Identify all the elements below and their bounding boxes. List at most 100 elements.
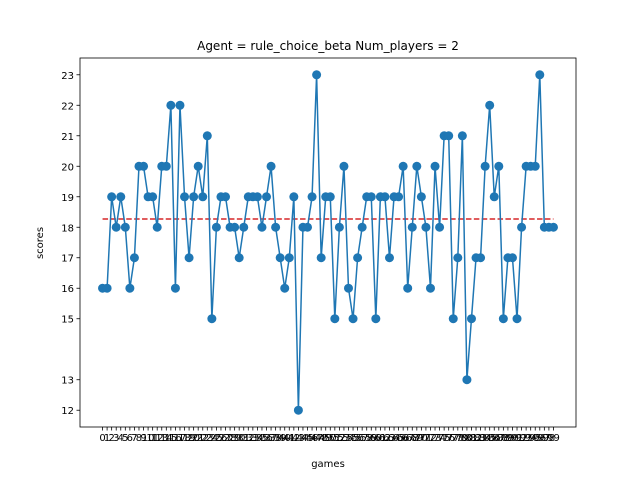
- data-point: [102, 283, 112, 293]
- data-point: [198, 192, 208, 202]
- x-tick-label: 12: [151, 433, 164, 444]
- data-point: [234, 253, 244, 263]
- data-point: [139, 161, 149, 171]
- x-tick-label: 24: [205, 433, 218, 444]
- x-tick-label: 55: [347, 433, 360, 444]
- x-tick-label: 40: [278, 433, 291, 444]
- x-tick-label: 42: [287, 433, 300, 444]
- data-point: [125, 283, 135, 293]
- data-point: [129, 253, 139, 263]
- y-axis-label: scores: [35, 227, 46, 259]
- x-tick-label: 57: [356, 433, 369, 444]
- x-tick-label: 9: [140, 433, 146, 444]
- data-point: [371, 314, 381, 324]
- x-tick-label: 54: [342, 433, 355, 444]
- x-tick-label: 82: [470, 433, 483, 444]
- x-tick-label: 4: [118, 433, 124, 444]
- x-tick-label: 50: [324, 433, 337, 444]
- data-point: [284, 253, 294, 263]
- x-tick-label: 15: [164, 433, 177, 444]
- x-tick-label: 68: [406, 433, 419, 444]
- y-tick-label: 18: [61, 223, 74, 234]
- data-point: [211, 222, 221, 232]
- x-tick-label: 60: [369, 433, 382, 444]
- x-tick-label: 65: [392, 433, 405, 444]
- x-tick-label: 77: [447, 433, 460, 444]
- data-point: [353, 253, 363, 263]
- x-tick-label: 85: [483, 433, 496, 444]
- data-point: [453, 253, 463, 263]
- data-point: [166, 100, 176, 110]
- data-point: [425, 283, 435, 293]
- data-point: [193, 161, 203, 171]
- data-point: [485, 100, 495, 110]
- x-axis: 0123456789101112131415161718192021222324…: [99, 427, 560, 444]
- data-point: [252, 192, 262, 202]
- data-point: [380, 192, 390, 202]
- data-point: [207, 314, 217, 324]
- data-point: [330, 314, 340, 324]
- x-tick-label: 39: [274, 433, 287, 444]
- data-point: [266, 161, 276, 171]
- data-point: [512, 314, 522, 324]
- x-tick-label: 81: [465, 433, 478, 444]
- x-tick-label: 59: [365, 433, 378, 444]
- data-point: [548, 222, 558, 232]
- x-tick-label: 0: [99, 433, 105, 444]
- data-point: [444, 131, 454, 141]
- data-point: [480, 161, 490, 171]
- x-tick-label: 66: [397, 433, 410, 444]
- x-tick-label: 76: [442, 433, 455, 444]
- x-tick-label: 17: [174, 433, 187, 444]
- data-point: [316, 253, 326, 263]
- x-tick-label: 2: [108, 433, 114, 444]
- x-tick-label: 10: [142, 433, 155, 444]
- x-tick-label: 43: [292, 433, 305, 444]
- x-tick-label: 35: [256, 433, 269, 444]
- data-point: [202, 131, 212, 141]
- x-tick-label: 72: [424, 433, 437, 444]
- x-tick-label: 18: [178, 433, 191, 444]
- data-point: [462, 375, 472, 385]
- data-point: [303, 222, 313, 232]
- x-tick-label: 7: [131, 433, 137, 444]
- data-point: [535, 70, 545, 80]
- x-tick-label: 95: [529, 433, 542, 444]
- data-point: [357, 222, 367, 232]
- x-tick-label: 27: [219, 433, 232, 444]
- data-point: [421, 222, 431, 232]
- data-point: [476, 253, 486, 263]
- x-tick-label: 91: [511, 433, 524, 444]
- x-tick-label: 22: [196, 433, 209, 444]
- data-point: [152, 222, 162, 232]
- y-tick-label: 12: [61, 406, 74, 417]
- data-point: [107, 192, 117, 202]
- data-point: [262, 192, 272, 202]
- data-point: [403, 283, 413, 293]
- y-tick-label: 16: [61, 284, 74, 295]
- data-point: [307, 192, 317, 202]
- x-tick-label: 70: [415, 433, 428, 444]
- x-tick-label: 94: [524, 433, 537, 444]
- x-tick-label: 75: [438, 433, 451, 444]
- x-tick-label: 52: [333, 433, 346, 444]
- x-axis-label: games: [311, 459, 345, 470]
- y-tick-label: 19: [61, 193, 74, 204]
- x-tick-label: 47: [310, 433, 323, 444]
- data-point: [339, 161, 349, 171]
- data-point: [275, 253, 285, 263]
- data-point: [435, 222, 445, 232]
- data-point: [334, 222, 344, 232]
- x-tick-label: 58: [360, 433, 373, 444]
- data-point: [430, 161, 440, 171]
- x-tick-label: 71: [420, 433, 433, 444]
- x-tick-label: 37: [265, 433, 278, 444]
- x-tick-label: 30: [233, 433, 246, 444]
- x-tick-label: 6: [127, 433, 133, 444]
- x-tick-label: 11: [146, 433, 159, 444]
- data-point: [170, 283, 180, 293]
- data-point: [348, 314, 358, 324]
- data-point: [448, 314, 458, 324]
- x-tick-label: 62: [379, 433, 392, 444]
